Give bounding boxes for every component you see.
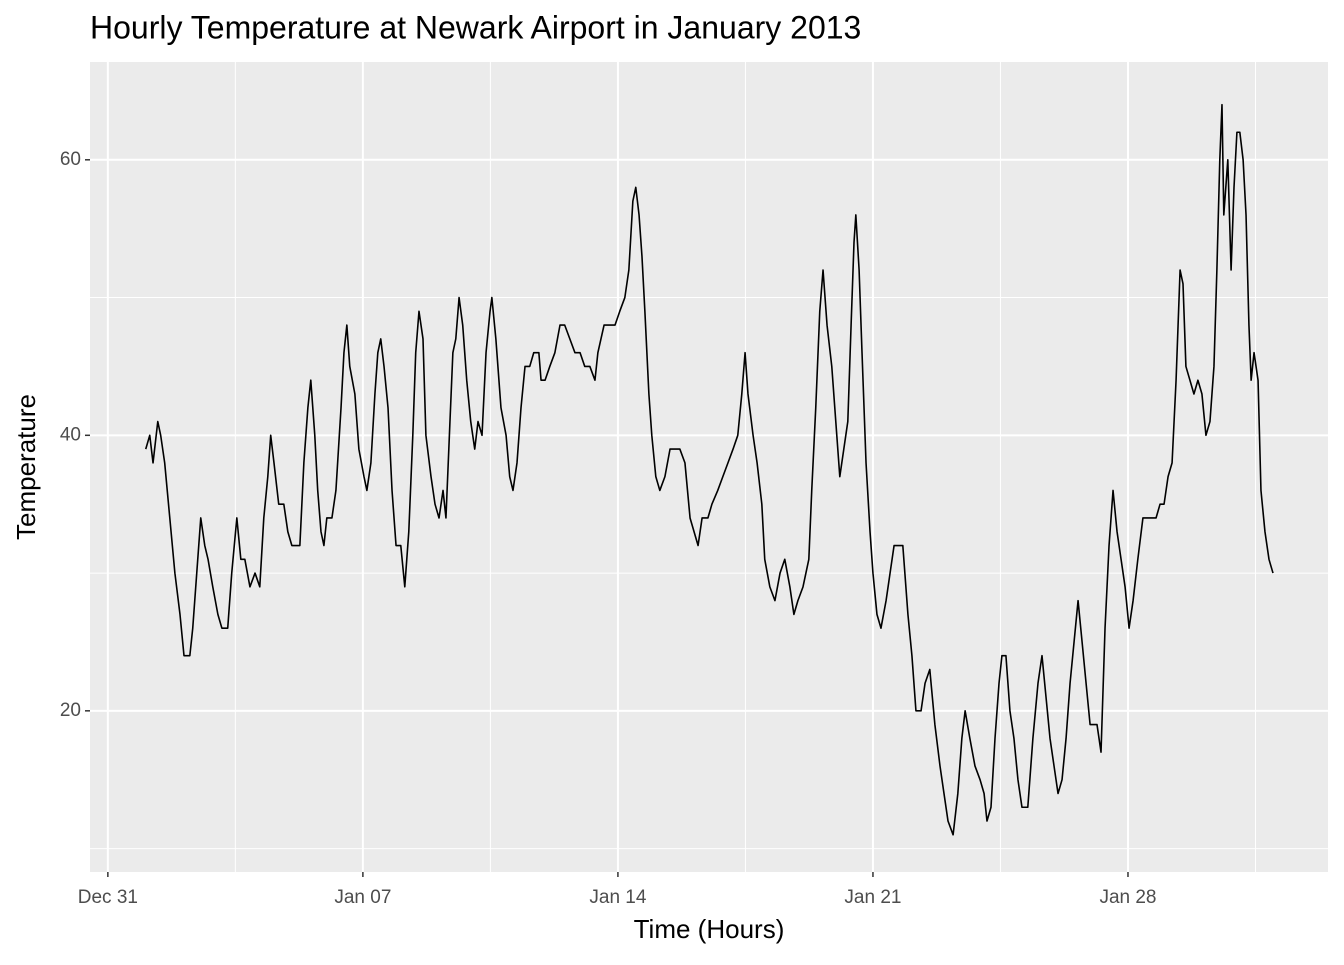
y-tick-label: 40 — [60, 424, 81, 445]
chart-title: Hourly Temperature at Newark Airport in … — [90, 9, 861, 45]
x-tick-label: Jan 14 — [589, 887, 646, 908]
temperature-line — [144, 103, 1274, 836]
x-tick-label: Jan 07 — [334, 887, 391, 908]
x-axis-title: Time (Hours) — [634, 914, 785, 944]
y-tick-label: 20 — [60, 700, 81, 721]
y-tick-label: 60 — [60, 149, 81, 170]
x-tick-label: Jan 28 — [1099, 887, 1156, 908]
x-tick-label: Dec 31 — [78, 887, 138, 908]
y-axis-title: Temperature — [11, 394, 41, 540]
x-tick-label: Jan 21 — [844, 887, 901, 908]
panel — [90, 62, 1328, 872]
